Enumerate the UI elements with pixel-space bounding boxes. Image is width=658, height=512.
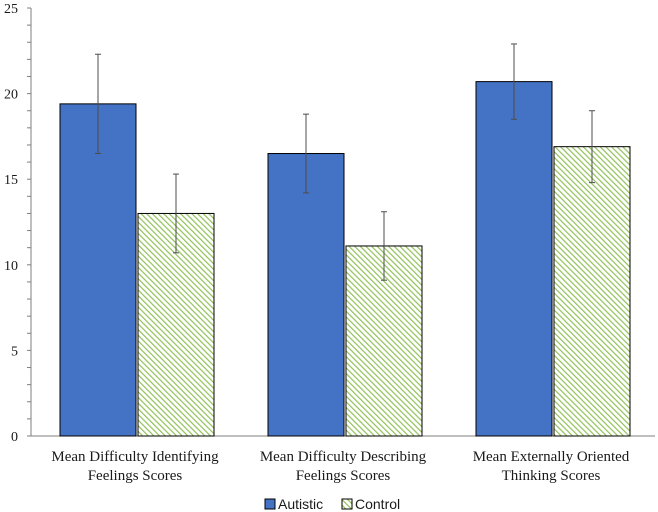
legend-swatch-autistic [264, 498, 276, 510]
y-tick-label: 15 [4, 173, 18, 188]
y-tick-label: 25 [4, 2, 18, 17]
y-tick-label: 5 [11, 344, 18, 359]
legend-label-control: Control [355, 496, 400, 512]
category-label: Thinking Scores [502, 468, 601, 484]
legend-swatch-control [341, 498, 353, 510]
category-label: Mean Difficulty Describing [260, 449, 427, 465]
legend-label-autistic: Autistic [278, 496, 323, 512]
bar-control-2 [553, 146, 631, 437]
bar-autistic-2 [475, 81, 553, 437]
y-tick-label: 10 [4, 259, 18, 274]
error-bars [95, 43, 595, 281]
category-label: Mean Difficulty Identifying [51, 449, 219, 465]
bar-autistic-0 [59, 103, 137, 437]
category-label: Feelings Scores [296, 468, 391, 484]
y-tick-label: 20 [4, 88, 18, 103]
bar-autistic-1 [267, 153, 345, 437]
bars [59, 81, 631, 437]
category-labels: Mean Difficulty Identifying Feelings Scor… [51, 449, 629, 484]
category-label: Feelings Scores [88, 468, 183, 484]
category-label: Mean Externally Oriented [473, 449, 630, 465]
legend: Autistic Control [264, 496, 400, 512]
y-tick-label: 0 [11, 430, 18, 445]
